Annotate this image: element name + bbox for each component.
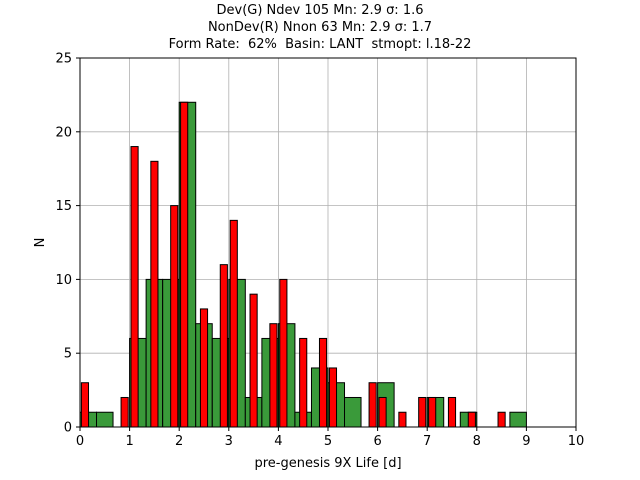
- nondev-bar: [130, 146, 139, 428]
- x-tick-label: 7: [423, 434, 431, 449]
- x-tick-label: 10: [568, 434, 585, 449]
- y-tick-label: 20: [55, 125, 72, 140]
- y-tick-label: 15: [55, 199, 72, 214]
- nondev-bar: [120, 396, 129, 428]
- nondev-bar: [428, 396, 437, 428]
- chart-title-line-1: Dev(G) Ndev 105 Mn: 2.9 σ: 1.6: [216, 3, 424, 18]
- dev-bar: [344, 396, 362, 428]
- nondev-bar: [467, 411, 476, 428]
- dev-bar: [96, 411, 114, 428]
- x-tick-label: 3: [225, 434, 233, 449]
- x-tick-label: 9: [522, 434, 530, 449]
- nondev-bar: [80, 382, 90, 428]
- nondev-bar: [269, 323, 278, 428]
- nondev-bar: [180, 101, 189, 428]
- nondev-bar: [170, 205, 179, 428]
- chart-title-line-3: Form Rate: 62% Basin: LANT stmopt: l.18-…: [168, 37, 472, 52]
- x-axis-label: pre-genesis 9X Life [d]: [254, 456, 401, 471]
- y-tick-label: 5: [64, 347, 72, 362]
- x-tick-label: 2: [175, 434, 183, 449]
- nondev-bar: [447, 396, 457, 428]
- dev-bar: [509, 411, 527, 428]
- y-tick-label: 0: [64, 421, 72, 436]
- nondev-bar: [418, 396, 427, 428]
- nondev-bar: [229, 219, 238, 428]
- y-axis-label: N: [33, 238, 48, 248]
- y-tick-label: 10: [55, 273, 72, 288]
- nondev-bar: [318, 337, 328, 428]
- x-tick-label: 8: [473, 434, 481, 449]
- nondev-bar: [368, 382, 377, 428]
- nondev-bar: [150, 160, 159, 428]
- bars: [79, 101, 527, 428]
- x-tick-label: 5: [324, 434, 332, 449]
- y-tick-label: 25: [55, 52, 72, 67]
- nondev-bar: [398, 411, 407, 428]
- nondev-bar: [299, 337, 308, 428]
- axis-ticks: 0 1 2 3 4 5 6 7 8 9 10 0 5 10 15 20 25: [55, 52, 584, 450]
- nondev-bar: [199, 308, 209, 428]
- x-tick-label: 1: [125, 434, 133, 449]
- nondev-bar: [279, 278, 288, 428]
- x-tick-label: 0: [76, 434, 84, 449]
- x-tick-label: 4: [274, 434, 282, 449]
- nondev-bar: [378, 396, 387, 428]
- nondev-bar: [328, 367, 338, 428]
- nondev-bar: [497, 411, 506, 428]
- nondev-bar: [219, 264, 228, 428]
- x-tick-label: 6: [373, 434, 381, 449]
- chart-title-line-2: NonDev(R) Nnon 63 Mn: 2.9 σ: 1.7: [207, 20, 433, 35]
- nondev-bar: [249, 293, 258, 428]
